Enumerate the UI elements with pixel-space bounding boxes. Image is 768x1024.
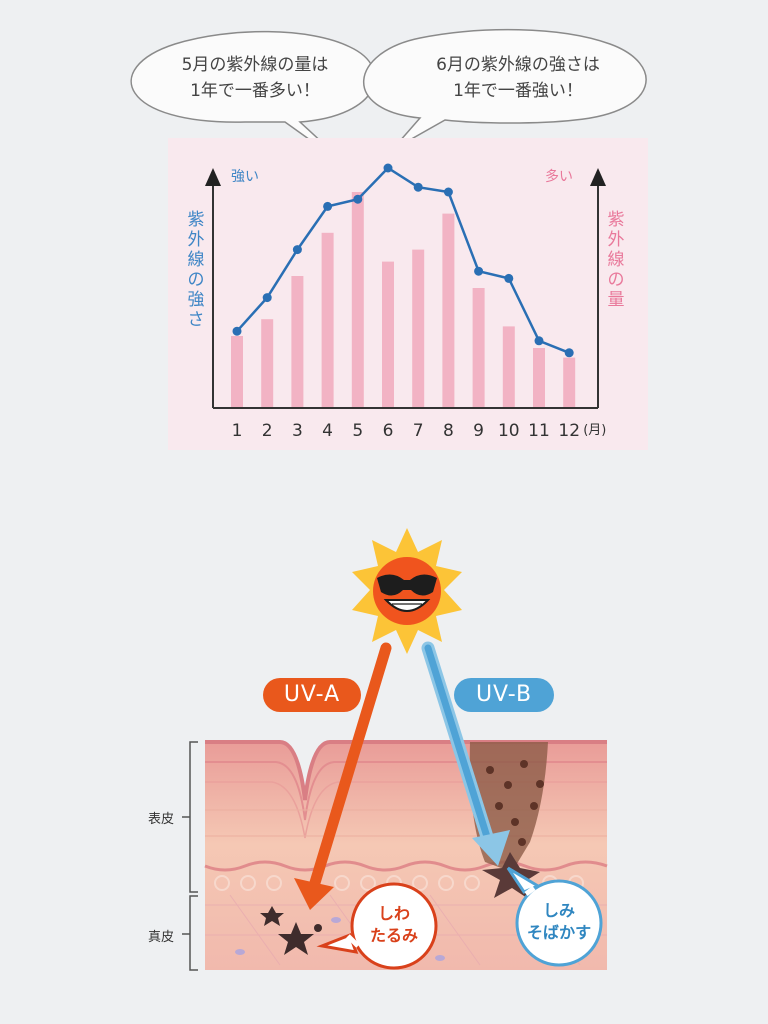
- dermis-label: 真皮: [148, 930, 175, 945]
- x-tick-5: 5: [352, 421, 363, 441]
- left-bubble-shape: [130, 30, 376, 171]
- x-tick-2: 2: [262, 421, 273, 441]
- layer-bracket: [182, 741, 198, 971]
- line-series: [232, 163, 574, 358]
- x-tick-4: 4: [322, 421, 333, 441]
- uvb-label: UV-B: [475, 682, 533, 707]
- x-tick-8: 8: [443, 421, 454, 441]
- damage-star-small-icon: [260, 906, 284, 926]
- x-unit-label: (月): [583, 423, 606, 438]
- right-axis-label: 紫外線の量: [607, 210, 625, 310]
- callout-right: 6月の紫外線の強さは 1年で一番強い！: [398, 52, 638, 104]
- uva-arrow: [294, 642, 392, 910]
- uvb-arrow: [421, 641, 510, 866]
- bar-month-10: [502, 326, 515, 408]
- right-axis-tag: 多い: [545, 169, 573, 185]
- line-point-month-8: [443, 187, 453, 197]
- x-tick-6: 6: [383, 421, 394, 441]
- line-point-month-12: [564, 348, 574, 358]
- sun-with-sunglasses-icon: [352, 528, 462, 654]
- x-tick-3: 3: [292, 421, 303, 441]
- uva-effect-line2: たるみ: [369, 926, 418, 945]
- callout-left-line1: 5月の紫外線の量は: [181, 55, 329, 75]
- uvb-effect-line2: そばかす: [526, 923, 592, 942]
- bar-month-5: [351, 192, 364, 408]
- x-tick-7: 7: [413, 421, 424, 441]
- bar-month-11: [533, 348, 545, 408]
- line-point-month-6: [383, 163, 393, 173]
- uvb-effect-text: しみ そばかす: [517, 900, 601, 944]
- x-tick-10: 10: [498, 421, 520, 441]
- x-tick-12: 12: [558, 421, 580, 441]
- bar-month-9: [472, 288, 485, 408]
- damage-star-icon: [278, 922, 314, 955]
- callout-left-line2: 1年で一番多い！: [190, 81, 320, 101]
- line-point-month-9: [474, 266, 484, 276]
- x-tick-1: 1: [232, 421, 243, 441]
- right-axis-arrow-icon: [590, 168, 606, 186]
- line-point-month-7: [413, 182, 423, 192]
- left-axis-label: 紫外線の強さ: [187, 210, 205, 330]
- uvb-pill-shape: [454, 678, 554, 712]
- line-point-month-3: [292, 245, 302, 255]
- epidermis-label: 表皮: [148, 812, 175, 827]
- bar-month-3: [291, 276, 304, 408]
- line-point-month-4: [323, 201, 333, 211]
- uva-pill-shape: [263, 678, 361, 712]
- callout-left: 5月の紫外線の量は 1年で一番多い！: [150, 52, 360, 104]
- uvb-effect-line1: しみ: [542, 901, 575, 920]
- x-tick-11: 11: [528, 421, 550, 441]
- bar-month-6: [382, 261, 394, 408]
- callout-right-line1: 6月の紫外線の強さは: [436, 55, 600, 75]
- left-axis-arrow-icon: [205, 168, 221, 186]
- bar-month-1: [231, 336, 243, 408]
- uva-effect-text: しわ たるみ: [354, 903, 434, 947]
- bar-month-2: [261, 319, 274, 408]
- bar-month-7: [412, 249, 425, 408]
- bar-month-12: [563, 357, 576, 408]
- callout-right-line2: 1年で一番強い！: [453, 81, 583, 101]
- chart-axes: [205, 168, 606, 409]
- uv-strength-line: [236, 166, 570, 354]
- bar-series: [231, 192, 576, 408]
- uvb-effect-callout-shape: [506, 866, 603, 967]
- uv-chart: 1 2 3 4 5 6 7 8 9 10 11 12 (月): [168, 138, 648, 450]
- uva-label: UV-A: [283, 682, 341, 707]
- bar-month-8: [442, 213, 455, 408]
- right-bubble-shape: [363, 28, 647, 151]
- x-tick-9: 9: [473, 421, 484, 441]
- line-point-month-2: [262, 293, 272, 303]
- left-axis-tag: 強い: [231, 169, 259, 185]
- uva-effect-callout-shape: [316, 882, 438, 970]
- line-point-month-10: [504, 273, 514, 283]
- line-point-month-5: [353, 194, 363, 204]
- x-tick-labels: 1 2 3 4 5 6 7 8 9 10 11 12 (月): [232, 421, 607, 441]
- uva-effect-line1: しわ: [377, 904, 410, 923]
- line-point-month-1: [232, 326, 242, 336]
- bar-month-4: [321, 232, 334, 408]
- line-point-month-11: [534, 336, 544, 346]
